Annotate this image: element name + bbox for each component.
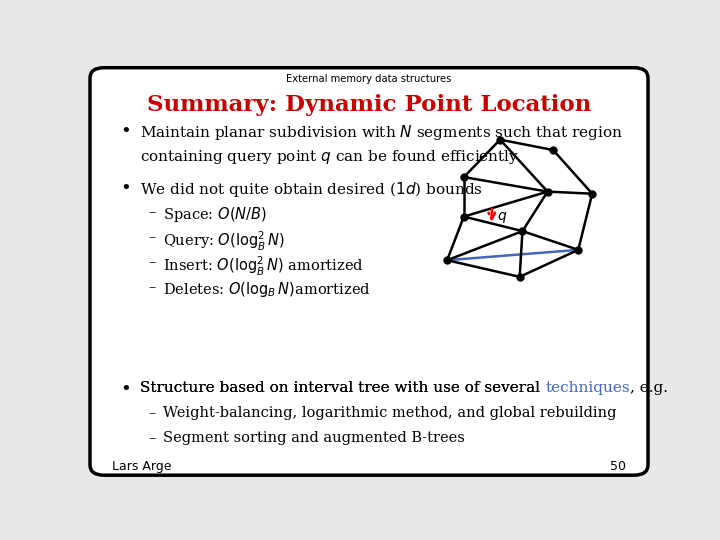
Text: –: – <box>148 230 156 244</box>
Text: , e.g.: , e.g. <box>630 381 667 395</box>
Text: Structure based on interval tree with use of several: Structure based on interval tree with us… <box>140 381 545 395</box>
Text: Structure based on interval tree with use of several: Structure based on interval tree with us… <box>140 381 545 395</box>
Text: External memory data structures: External memory data structures <box>287 74 451 84</box>
Text: •: • <box>121 180 132 198</box>
Text: Deletes: $O(\log_B N)$amortized: Deletes: $O(\log_B N)$amortized <box>163 280 370 299</box>
FancyBboxPatch shape <box>90 68 648 475</box>
Text: Lars Arge: Lars Arge <box>112 460 172 473</box>
Text: 50: 50 <box>610 460 626 473</box>
Text: $q$: $q$ <box>498 210 508 225</box>
Text: Weight-balancing, logarithmic method, and global rebuilding: Weight-balancing, logarithmic method, an… <box>163 406 616 420</box>
Text: •: • <box>121 123 132 141</box>
Text: –: – <box>148 280 156 294</box>
Text: –: – <box>148 205 156 219</box>
Text: Summary: Dynamic Point Location: Summary: Dynamic Point Location <box>147 94 591 116</box>
Text: techniques: techniques <box>545 381 630 395</box>
Text: –: – <box>148 431 156 445</box>
Text: –: – <box>148 406 156 420</box>
Text: Query: $O(\log^2_B N)$: Query: $O(\log^2_B N)$ <box>163 230 284 253</box>
Text: •: • <box>121 381 132 399</box>
Text: Space: $O(N/B)$: Space: $O(N/B)$ <box>163 205 266 224</box>
Text: –: – <box>148 255 156 269</box>
Text: containing query point $q$ can be found efficiently: containing query point $q$ can be found … <box>140 148 520 166</box>
Text: Insert: $O(\log^2_B N)$ amortized: Insert: $O(\log^2_B N)$ amortized <box>163 255 364 279</box>
Text: Maintain planar subdivision with $N$ segments such that region: Maintain planar subdivision with $N$ seg… <box>140 123 624 142</box>
Text: We did not quite obtain desired ($1d$) bounds: We did not quite obtain desired ($1d$) b… <box>140 180 483 199</box>
Text: Segment sorting and augmented B-trees: Segment sorting and augmented B-trees <box>163 431 464 445</box>
